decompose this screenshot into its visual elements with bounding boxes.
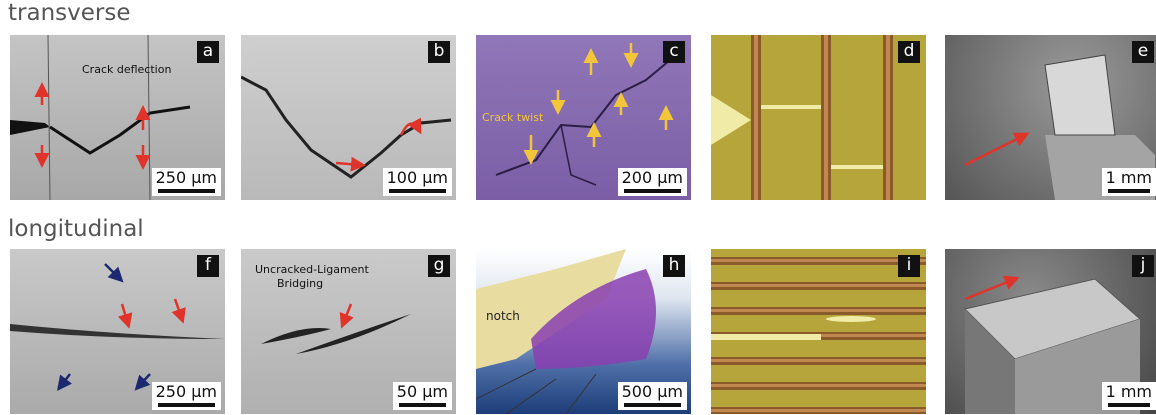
scale-bar-label: 250 μm bbox=[152, 168, 221, 196]
panel-letter: j bbox=[1132, 255, 1154, 277]
panel-letter: i bbox=[898, 255, 920, 277]
panel: c 200 μm Crack twist bbox=[476, 35, 691, 200]
panel: b 100 μm bbox=[241, 35, 456, 200]
figure: transverse a 250 μm Crack deflection b 100 μm… bbox=[0, 0, 1156, 415]
panel: d bbox=[711, 35, 926, 200]
panel: j 1 mm bbox=[945, 249, 1156, 414]
row-title: longitudinal bbox=[8, 218, 144, 241]
panel: i bbox=[711, 249, 926, 414]
panel-letter: f bbox=[197, 255, 219, 277]
panel-letter: d bbox=[898, 41, 920, 63]
panel-letter: a bbox=[197, 41, 219, 63]
annotation: Bridging bbox=[277, 277, 323, 290]
panel: h 500 μm notch bbox=[476, 249, 691, 414]
annotation: Crack twist bbox=[482, 111, 543, 124]
scale-bar-label: 1 mm bbox=[1102, 168, 1156, 196]
row-title: transverse bbox=[8, 2, 130, 25]
micrograph bbox=[711, 249, 926, 414]
annotation: notch bbox=[486, 309, 520, 323]
scale-bar-label: 100 μm bbox=[383, 168, 452, 196]
panel: a 250 μm Crack deflection bbox=[10, 35, 225, 200]
annotation: Uncracked-Ligament bbox=[255, 263, 369, 276]
panel: e 1 mm bbox=[945, 35, 1156, 200]
panel-letter: e bbox=[1132, 41, 1154, 63]
scale-bar-label: 1 mm bbox=[1102, 382, 1156, 410]
panel-letter: b bbox=[428, 41, 450, 63]
panel-letter: h bbox=[663, 255, 685, 277]
scale-bar-label: 200 μm bbox=[618, 168, 687, 196]
panel-letter: g bbox=[428, 255, 450, 277]
panel: f 250 μm bbox=[10, 249, 225, 414]
micrograph bbox=[711, 35, 926, 200]
scale-bar-label: 500 μm bbox=[618, 382, 687, 410]
panel-letter: c bbox=[663, 41, 685, 63]
scale-bar-label: 50 μm bbox=[393, 382, 452, 410]
scale-bar-label: 250 μm bbox=[152, 382, 221, 410]
annotation: Crack deflection bbox=[82, 63, 171, 76]
